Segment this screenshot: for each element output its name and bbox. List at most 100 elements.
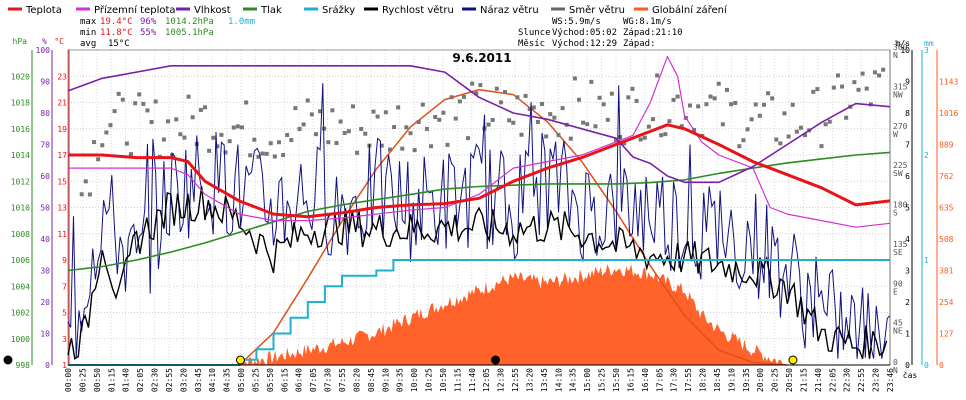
ms-tick-label: 1 [905,330,910,339]
wind-direction-point [466,136,471,141]
wind-direction-point [326,140,331,145]
wind-direction-point [145,108,150,113]
hPa-tick-label: 1004 [11,282,30,291]
series-rychlost-vetru [67,186,888,360]
wind-direction-point [803,133,808,138]
ms-tick-label: 9 [905,78,910,87]
direction-tick-label: 315 [893,82,908,91]
percent-tick-label: 100 [36,46,51,55]
ms-tick-label: 4 [905,235,910,244]
wind-direction-point [589,79,594,84]
stats-max-hum: 96% [140,17,157,27]
wind-direction-point [667,119,672,124]
wind-direction-point [646,124,651,129]
stats-min-hum: 55% [140,28,157,38]
wind-direction-point [420,102,425,107]
wind-direction-point [322,126,327,131]
wind-direction-point [486,122,491,127]
wind-speed-avg: WS:5.9m/s [552,17,601,27]
wind-direction-point [724,87,729,92]
wind-direction-point [120,97,125,102]
wind-direction-point [593,124,598,129]
wind-direction-point [141,101,146,106]
x-tick-label: 17:30 [670,368,679,392]
legend: Teplota Přízemní teplota Vlhkost Tlak Srážky… [8,4,728,16]
wind-direction-point [338,119,343,124]
wind-direction-point [757,113,762,118]
wind-direction-point [720,122,725,127]
wind-direction-point [334,141,339,146]
x-tick-label: 15:25 [598,368,607,392]
direction-tick-label: 360 [893,43,908,52]
wind-direction-point [535,119,540,124]
wind-direction-point [597,95,602,100]
x-tick-label: 15:00 [583,368,592,392]
wind-direction-point [285,132,290,137]
x-tick-label: 11:40 [468,368,477,392]
x-tick-label: 06:15 [280,368,289,392]
ms-tick-label: 5 [905,204,910,213]
wind-direction-point [622,141,627,146]
wind-direction-point [227,139,232,144]
direction-compass-label: E [893,287,898,296]
wind-direction-point [774,137,779,142]
x-tick-label: 13:20 [525,368,534,392]
x-tick-label: 06:40 [295,368,304,392]
x-tick-label: 07:05 [309,368,318,392]
wind-direction-point [679,124,684,129]
wind-direction-point [96,157,101,162]
stats-min-label: min [80,28,96,38]
celsius-tick-label: 3 [62,335,67,344]
direction-compass-label: N [893,51,898,60]
x-tick-label: 19:35 [742,368,751,392]
legend-label: Přízemní teplota [94,4,176,16]
wind-direction-point [675,94,680,99]
wind-direction-point [375,114,380,119]
hPa-tick-label: 1016 [11,125,30,134]
x-axis-label: čas [903,370,918,380]
wind-direction-point [355,150,360,155]
wind-direction-point [350,104,355,109]
wind-direction-point [704,102,709,107]
wind-direction-point [256,154,261,159]
wind-direction-point [819,144,824,149]
x-tick-label: 02:30 [151,368,160,392]
x-tick-label: 13:45 [540,368,549,392]
wind-direction-point [498,100,503,105]
x-tick-label: 17:05 [655,368,664,392]
sun-label: Slunce [518,28,551,38]
astro-block: WS:5.9m/s WG:8.1m/s Slunce Východ:05:02 … [518,17,683,49]
wind-direction-point [412,148,417,153]
wind-direction-point [523,93,528,98]
wind-direction-point [572,76,577,81]
x-tick-label: 02:05 [136,368,145,392]
celsius-tick-label: 15 [57,177,67,186]
wind-direction-point [268,141,273,146]
wind-direction-point [149,120,154,125]
direction-tick-label: 90 [893,279,903,288]
wind-direction-point [716,81,721,86]
celsius-tick-label: 19 [57,125,67,134]
mm-tick-label: 3 [924,46,929,55]
wind-direction-point [823,122,828,127]
radiation-tick-label: 1143 [939,78,958,87]
x-tick-label: 21:40 [814,368,823,392]
wind-direction-point [387,147,392,152]
wind-direction-point [153,99,158,104]
wind-direction-point [840,84,845,89]
x-tick-label: 04:35 [223,368,232,392]
wind-direction-point [318,109,323,114]
wind-direction-point [470,81,475,86]
wind-direction-point [696,104,701,109]
percent-tick-label: 10 [40,330,50,339]
ms-tick-label: 6 [905,172,910,181]
wind-direction-point [235,124,240,129]
wind-direction-point [630,86,635,91]
legend-label: Srážky [322,4,355,16]
celsius-tick-label: 21 [57,99,67,108]
x-tick-label: 15:50 [612,368,621,392]
wind-direction-point [346,129,351,134]
wind-direction-point [223,150,228,155]
x-tick-label: 07:55 [338,368,347,392]
